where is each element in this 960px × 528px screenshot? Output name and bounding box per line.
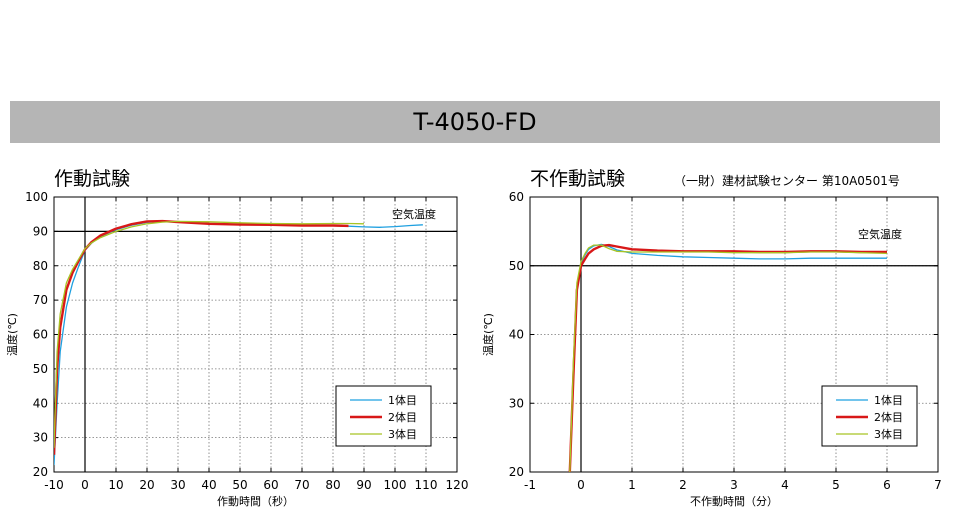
x-tick-label: 70 xyxy=(294,478,309,492)
x-tick-label: 60 xyxy=(263,478,278,492)
y-tick-label: 100 xyxy=(25,190,48,204)
y-tick-label: 20 xyxy=(509,465,524,479)
x-tick-label: 20 xyxy=(139,478,154,492)
chart-2-title: 不作動試験 xyxy=(530,168,626,190)
air-temperature-label: 空気温度 xyxy=(392,207,436,221)
series-line-3 xyxy=(569,244,888,472)
x-tick-label: 3 xyxy=(730,478,738,492)
x-tick-label: 110 xyxy=(415,478,438,492)
y-tick-label: 30 xyxy=(33,431,48,445)
chart-2: -1 0 1 2 3 4 5 6 7 20 30 40 50 60 不作動時間（分） 温度(℃) 空気温度 1体目… xyxy=(481,190,942,508)
legend-label: 3体目 xyxy=(874,427,903,441)
x-tick-label: 100 xyxy=(384,478,407,492)
legend-label: 2体目 xyxy=(388,410,417,424)
air-temperature-label: 空気温度 xyxy=(858,227,902,241)
chart-2-subtitle: （一財）建材試験センター 第10A0501号 xyxy=(674,174,900,188)
x-tick-label: 30 xyxy=(170,478,185,492)
y-tick-label: 40 xyxy=(509,328,524,342)
x-tick-label: 2 xyxy=(679,478,687,492)
y-tick-label: 80 xyxy=(33,259,48,273)
x-tick-label: 4 xyxy=(781,478,789,492)
x-tick-label: 6 xyxy=(883,478,891,492)
series-line-2 xyxy=(568,243,887,472)
y-axis-label: 温度(℃) xyxy=(5,313,19,356)
y-tick-label: 60 xyxy=(509,190,524,204)
y-tick-label: 30 xyxy=(509,396,524,410)
x-axis-label: 不作動時間（分） xyxy=(690,494,778,508)
page-title: T-4050-FD xyxy=(413,108,537,136)
series-line-3 xyxy=(54,220,365,448)
series-line-2 xyxy=(54,219,349,455)
y-tick-label: 90 xyxy=(33,224,48,238)
x-tick-label: 1 xyxy=(628,478,636,492)
x-tick-label: 120 xyxy=(446,478,469,492)
y-tick-label: 60 xyxy=(33,328,48,342)
x-tick-label: 10 xyxy=(108,478,123,492)
x-tick-label: 90 xyxy=(356,478,371,492)
legend-label: 3体目 xyxy=(388,427,417,441)
header-banner: T-4050-FD xyxy=(10,101,940,143)
x-tick-label: 5 xyxy=(832,478,840,492)
x-tick-label: 80 xyxy=(325,478,340,492)
chart-1-title: 作動試験 xyxy=(54,168,131,190)
x-tick-label: 7 xyxy=(934,478,942,492)
y-tick-label: 20 xyxy=(33,465,48,479)
x-tick-label: -1 xyxy=(524,478,536,492)
y-tick-label: 50 xyxy=(33,362,48,376)
chart-1: -10 0 10 20 30 40 50 60 70 80 90 100 110 120 20 30 40 50 6… xyxy=(5,190,468,508)
x-tick-label: -10 xyxy=(44,478,64,492)
x-tick-label: 40 xyxy=(201,478,216,492)
y-tick-label: 50 xyxy=(509,259,524,273)
legend-label: 1体目 xyxy=(388,393,417,407)
y-axis-label: 温度(℃) xyxy=(481,313,495,356)
x-tick-label: 0 xyxy=(577,478,585,492)
legend: 1体目 2体目 3体目 xyxy=(821,385,918,447)
legend-label: 1体目 xyxy=(874,393,903,407)
legend-label: 2体目 xyxy=(874,410,903,424)
x-tick-label: 50 xyxy=(232,478,247,492)
x-axis-label: 作動時間（秒） xyxy=(217,494,294,508)
y-tick-label: 40 xyxy=(33,396,48,410)
x-tick-label: 0 xyxy=(81,478,89,492)
y-tick-label: 70 xyxy=(33,293,48,307)
legend: 1体目 2体目 3体目 xyxy=(335,385,432,447)
